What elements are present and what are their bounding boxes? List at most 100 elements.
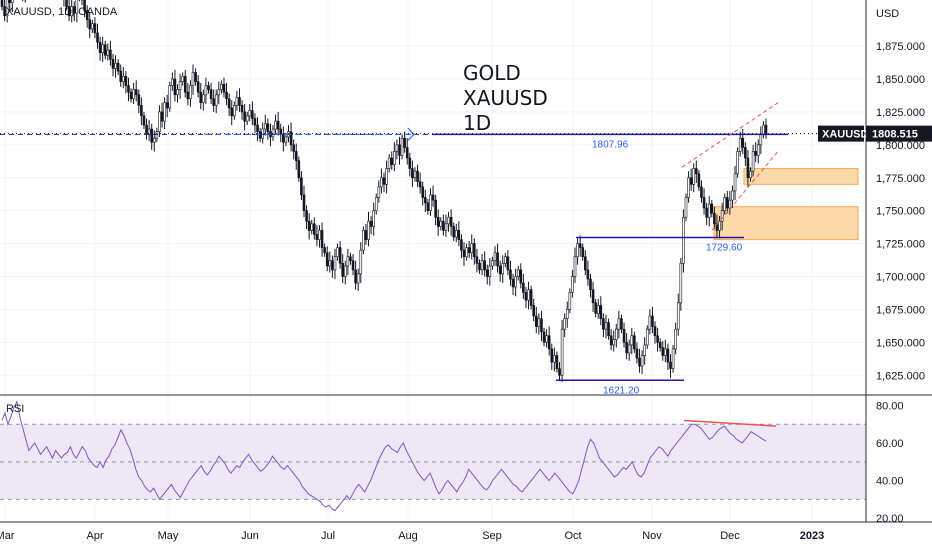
demand-zone <box>743 168 859 185</box>
candle <box>96 23 99 49</box>
candle <box>614 323 618 348</box>
candle <box>3 0 6 22</box>
candle <box>256 117 259 141</box>
candle <box>122 67 125 89</box>
candle <box>8 0 12 11</box>
time-axis[interactable]: Mar Apr May Jun Jul Aug Sep Oct Nov Dec 2023 <box>0 530 824 542</box>
candle <box>372 202 375 236</box>
candle <box>491 256 494 270</box>
candle <box>493 246 497 266</box>
candle <box>72 1 76 22</box>
time-tick-label: Jul <box>321 530 335 542</box>
candle <box>140 97 143 126</box>
candle <box>230 100 234 126</box>
candle <box>292 139 295 160</box>
candle <box>359 242 363 284</box>
candle <box>325 246 329 272</box>
candle <box>509 260 512 286</box>
candle <box>664 339 667 363</box>
candle <box>271 125 275 141</box>
candle <box>550 343 554 370</box>
candle <box>465 243 468 261</box>
candle <box>300 171 303 201</box>
candle <box>527 281 530 310</box>
candle <box>635 342 639 364</box>
rsi-axis[interactable]: 80.00 60.00 40.00 20.00 <box>876 400 904 525</box>
price-tick-label: 1,675.000 <box>876 304 925 316</box>
candle <box>315 225 319 247</box>
price-axis[interactable]: 1,875.000 1,850.000 1,825.000 1,800.000 1,77… <box>876 41 925 382</box>
candle <box>568 288 572 314</box>
price-tick-label: 1,850.000 <box>876 74 925 86</box>
candle <box>346 248 350 276</box>
candle <box>728 190 732 215</box>
candle <box>343 260 347 285</box>
candle <box>682 209 685 273</box>
annotation-symbol: XAUUSD <box>463 86 548 110</box>
candle <box>253 113 257 133</box>
candle <box>318 225 321 248</box>
rsi-pane[interactable]: RSI <box>0 400 866 512</box>
channel-upper <box>681 102 779 168</box>
candle <box>506 250 510 276</box>
last-price-tag: 1808.515 <box>866 125 932 142</box>
candle <box>591 281 595 313</box>
candle <box>85 5 89 28</box>
rsi-tick-label: 20.00 <box>876 513 904 525</box>
candle <box>625 333 628 360</box>
candle <box>245 111 249 126</box>
candle <box>423 189 427 212</box>
candle <box>542 327 546 347</box>
candle <box>413 167 417 182</box>
candle <box>202 89 205 111</box>
candle <box>643 337 646 365</box>
candle <box>186 82 190 106</box>
time-tick-label: Aug <box>398 530 418 542</box>
candle <box>276 111 280 136</box>
candle <box>238 88 241 112</box>
time-tick-label: Nov <box>642 530 662 542</box>
annotation-timeframe: 1D <box>463 111 491 135</box>
candle <box>191 64 195 95</box>
candle <box>519 263 523 289</box>
candle <box>168 81 172 112</box>
candle <box>328 251 332 273</box>
candle <box>630 327 634 355</box>
level-label: 1807.96 <box>592 139 629 150</box>
candle <box>284 132 288 147</box>
candle <box>738 131 742 157</box>
candle <box>563 313 566 338</box>
candle <box>212 89 215 112</box>
candle <box>220 80 223 94</box>
candle <box>189 80 192 107</box>
candle <box>555 351 559 373</box>
candle <box>65 0 68 11</box>
candle <box>504 252 507 268</box>
candle <box>80 0 84 6</box>
candle <box>294 143 298 170</box>
candle <box>736 147 739 178</box>
currency-label: USD <box>876 8 899 20</box>
candle <box>207 81 210 94</box>
candle <box>248 104 252 122</box>
candle <box>516 265 520 281</box>
candle <box>147 119 151 141</box>
candle <box>604 314 608 339</box>
candle <box>480 254 484 276</box>
candle <box>676 293 680 336</box>
price-tick-label: 1,800.000 <box>876 140 925 152</box>
candle <box>498 260 502 282</box>
candle <box>232 101 236 120</box>
candle <box>116 59 120 76</box>
price-tick-label: 1,750.000 <box>876 206 925 218</box>
time-tick-label: May <box>158 530 179 542</box>
candle <box>710 200 714 218</box>
candle <box>511 273 515 295</box>
candle <box>356 268 360 291</box>
candle <box>653 321 657 344</box>
candle <box>158 105 161 137</box>
candle <box>529 285 533 310</box>
candle <box>163 97 166 130</box>
candle <box>532 298 536 322</box>
